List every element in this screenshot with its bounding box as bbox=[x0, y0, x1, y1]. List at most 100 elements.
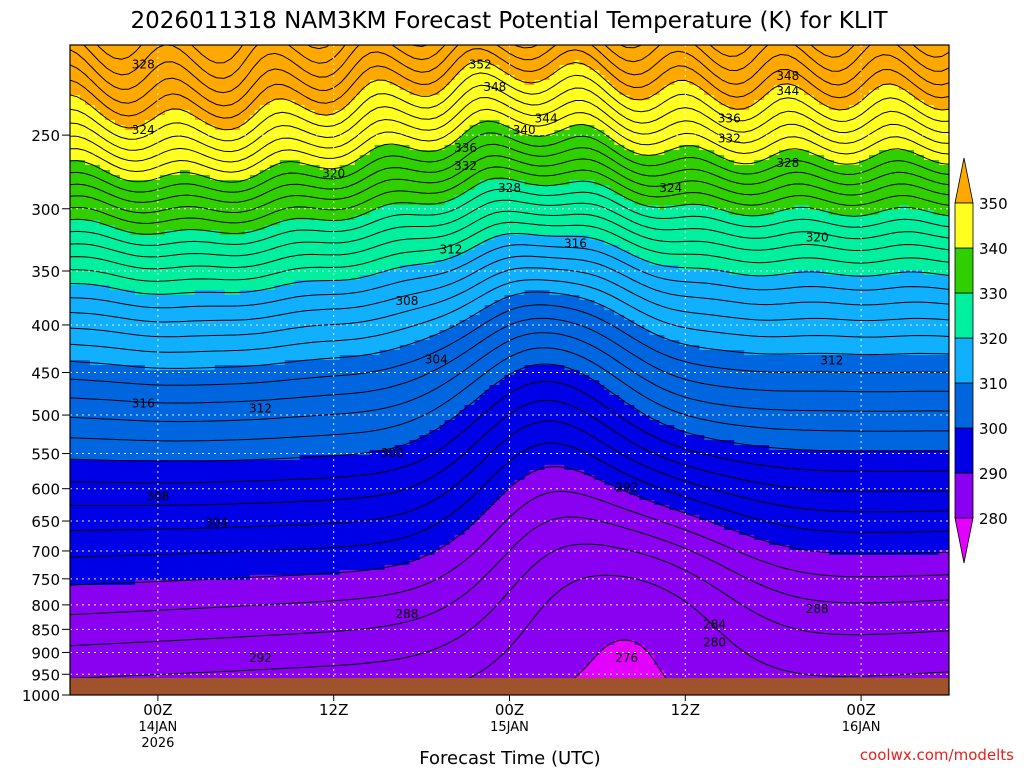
theta-cell bbox=[159, 650, 166, 656]
theta-cell bbox=[209, 330, 216, 336]
theta-cell bbox=[139, 385, 146, 391]
theta-cell bbox=[84, 85, 91, 91]
theta-cell bbox=[114, 445, 121, 451]
theta-cell bbox=[114, 550, 121, 556]
theta-cell bbox=[99, 180, 106, 186]
theta-cell bbox=[70, 100, 76, 106]
theta-cell bbox=[89, 160, 96, 166]
theta-cell bbox=[259, 50, 266, 56]
theta-cell bbox=[224, 415, 231, 421]
theta-cell bbox=[124, 500, 131, 506]
theta-cell bbox=[134, 525, 141, 531]
theta-cell bbox=[94, 215, 101, 221]
theta-cell bbox=[219, 445, 226, 451]
theta-cell bbox=[219, 215, 226, 221]
theta-cell bbox=[189, 45, 196, 51]
theta-cell bbox=[229, 570, 236, 576]
theta-cell bbox=[144, 475, 151, 481]
theta-cell bbox=[229, 445, 236, 451]
theta-cell bbox=[234, 665, 241, 671]
theta-cell bbox=[159, 80, 166, 86]
theta-cell bbox=[104, 285, 111, 291]
theta-cell bbox=[149, 360, 156, 366]
theta-cell bbox=[174, 275, 181, 281]
theta-cell bbox=[84, 385, 91, 391]
theta-cell bbox=[254, 540, 261, 546]
theta-cell bbox=[184, 115, 191, 121]
theta-cell bbox=[184, 245, 191, 251]
theta-cell bbox=[149, 175, 156, 181]
theta-cell bbox=[139, 425, 146, 431]
theta-cell bbox=[184, 420, 191, 426]
theta-cell bbox=[179, 425, 186, 431]
theta-cell bbox=[119, 515, 126, 521]
theta-cell bbox=[259, 150, 266, 156]
theta-cell bbox=[99, 350, 106, 356]
theta-cell bbox=[149, 470, 156, 476]
theta-cell bbox=[169, 570, 176, 576]
theta-cell bbox=[174, 520, 181, 526]
theta-cell bbox=[70, 195, 76, 201]
theta-cell bbox=[114, 245, 121, 251]
theta-cell bbox=[84, 575, 91, 581]
theta-cell bbox=[154, 525, 161, 531]
theta-cell bbox=[149, 115, 156, 121]
theta-cell bbox=[129, 90, 136, 96]
theta-cell bbox=[94, 255, 101, 261]
theta-cell bbox=[124, 455, 131, 461]
theta-cell bbox=[70, 380, 76, 386]
theta-cell bbox=[119, 505, 126, 511]
theta-cell bbox=[159, 250, 166, 256]
theta-cell bbox=[89, 135, 96, 141]
theta-cell bbox=[249, 315, 256, 321]
theta-cell bbox=[189, 230, 196, 236]
theta-cell bbox=[214, 105, 221, 111]
theta-cell bbox=[199, 545, 206, 551]
theta-cell bbox=[214, 590, 221, 596]
theta-cell bbox=[109, 405, 116, 411]
theta-cell bbox=[94, 195, 101, 201]
theta-cell bbox=[249, 560, 256, 566]
theta-cell bbox=[199, 640, 206, 646]
theta-cell bbox=[229, 170, 236, 176]
theta-cell bbox=[239, 150, 246, 156]
theta-cell bbox=[119, 645, 126, 651]
theta-cell bbox=[99, 570, 106, 576]
theta-cell bbox=[124, 540, 131, 546]
theta-cell bbox=[159, 175, 166, 181]
theta-cell bbox=[99, 640, 106, 646]
theta-cell bbox=[74, 640, 81, 646]
theta-cell bbox=[79, 655, 86, 661]
theta-cell bbox=[114, 210, 121, 216]
theta-cell bbox=[154, 255, 161, 261]
theta-cell bbox=[209, 485, 216, 491]
theta-cell bbox=[144, 295, 151, 301]
theta-cell bbox=[149, 160, 156, 166]
theta-cell bbox=[249, 540, 256, 546]
theta-cell bbox=[149, 235, 156, 241]
theta-cell bbox=[139, 630, 146, 636]
theta-cell bbox=[249, 525, 256, 531]
theta-cell bbox=[129, 435, 136, 441]
theta-cell bbox=[129, 405, 136, 411]
theta-cell bbox=[74, 245, 81, 251]
theta-cell bbox=[224, 190, 231, 196]
theta-cell bbox=[124, 270, 131, 276]
theta-cell bbox=[124, 295, 131, 301]
theta-cell bbox=[229, 620, 236, 626]
theta-cell bbox=[254, 210, 261, 216]
theta-cell bbox=[254, 590, 261, 596]
theta-cell bbox=[79, 350, 86, 356]
theta-cell bbox=[179, 430, 186, 436]
theta-cell bbox=[174, 180, 181, 186]
theta-cell bbox=[164, 430, 171, 436]
theta-cell bbox=[239, 295, 246, 301]
theta-cell bbox=[79, 575, 86, 581]
theta-cell bbox=[114, 345, 121, 351]
theta-cell bbox=[109, 675, 116, 681]
theta-cell bbox=[149, 475, 156, 481]
theta-cell bbox=[139, 445, 146, 451]
theta-cell bbox=[124, 670, 131, 676]
theta-cell bbox=[184, 45, 191, 51]
theta-cell bbox=[204, 385, 211, 391]
